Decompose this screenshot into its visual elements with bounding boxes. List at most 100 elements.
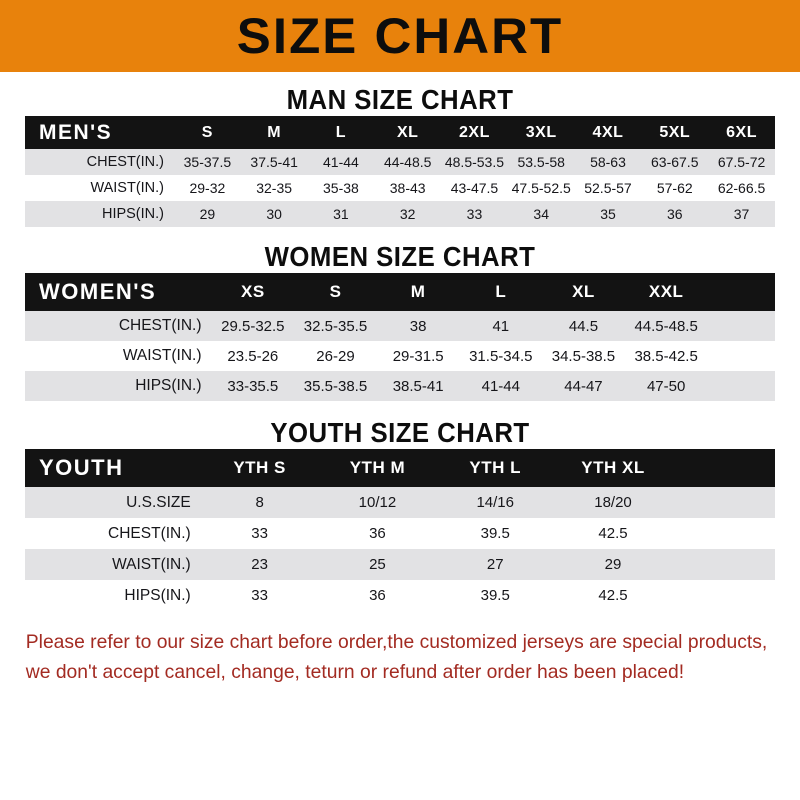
man-size-table: MEN'S S M L XL 2XL 3XL 4XL 5XL 6XL CHEST… <box>25 116 775 227</box>
page-title: SIZE CHART <box>236 8 564 64</box>
man-hips-3: 32 <box>399 206 416 222</box>
youth-waist-0: 23 <box>251 556 268 573</box>
man-waist-1: 32-35 <box>256 180 293 196</box>
man-hips-0: 29 <box>199 206 216 222</box>
women-hips-0: 33-35.5 <box>227 377 279 395</box>
women-hips-spacer <box>708 371 776 401</box>
man-hips-8: 37 <box>733 206 750 222</box>
youth-ussize-0: 8 <box>255 494 264 511</box>
women-size-table: WOMEN'S XS S M L XL XXL CHEST(IN.) 29.5-… <box>25 273 775 401</box>
women-waist-3: 31.5-34.5 <box>469 347 533 365</box>
youth-waist-1: 25 <box>369 556 386 573</box>
man-chest-0: 35-37.5 <box>183 154 232 170</box>
man-table-row-hips: HIPS(IN.) 29 30 31 32 33 34 35 36 37 <box>25 201 775 227</box>
man-header-size-0: S <box>201 123 213 141</box>
man-waist-0: 29-32 <box>189 180 226 196</box>
order-policy-note-line-2: we don't accept cancel, change, teturn o… <box>25 661 685 684</box>
women-chest-5: 44.5-48.5 <box>634 317 698 335</box>
women-waist-1: 26-29 <box>316 347 355 365</box>
order-policy-note-line-1: Please refer to our size chart before or… <box>25 631 768 653</box>
youth-section-title: YOUTH SIZE CHART <box>270 417 530 448</box>
women-table-row-hips: HIPS(IN.) 33-35.5 35.5-38.5 38.5-41 41-4… <box>25 371 775 401</box>
youth-ussize-1: 10/12 <box>358 494 397 511</box>
women-header-size-5: XXL <box>648 282 684 301</box>
youth-ussize-2: 14/16 <box>476 494 514 511</box>
women-header-size-2: M <box>410 282 426 301</box>
youth-table-row-chest: CHEST(IN.) 33 36 39.5 42.5 <box>25 518 775 549</box>
women-hips-5: 47-50 <box>646 377 686 395</box>
women-waist-spacer <box>708 341 776 371</box>
youth-row-label-hips: HIPS(IN.) <box>124 586 191 604</box>
man-waist-5: 47.5-52.5 <box>511 180 571 196</box>
youth-chest-1: 36 <box>369 525 386 542</box>
man-row-label-hips: HIPS(IN.) <box>101 206 164 222</box>
women-table-row-chest: CHEST(IN.) 29.5-32.5 32.5-35.5 38 41 44.… <box>25 311 775 341</box>
order-policy-note: Please refer to our size chart before or… <box>26 627 774 687</box>
man-waist-3: 38-43 <box>389 180 426 196</box>
women-hips-4: 44-47 <box>564 377 603 395</box>
women-row-label-chest: CHEST(IN.) <box>118 317 202 334</box>
women-waist-2: 29-31.5 <box>392 347 444 365</box>
man-header-label: MEN'S <box>39 120 113 144</box>
man-chest-1: 37.5-41 <box>250 154 298 170</box>
women-chest-3: 41 <box>492 317 510 335</box>
man-waist-4: 43-47.5 <box>450 180 499 196</box>
women-chest-1: 32.5-35.5 <box>303 317 368 335</box>
youth-chest-3: 42.5 <box>598 525 628 542</box>
women-header-spacer <box>708 273 776 311</box>
youth-ussize-spacer <box>672 487 775 518</box>
youth-chart-wrapper: YOUTH YTH S YTH M YTH L YTH XL U.S.SIZE … <box>25 449 775 611</box>
women-row-label-hips: HIPS(IN.) <box>135 377 202 394</box>
women-header-size-3: L <box>495 282 507 301</box>
youth-hips-0: 33 <box>251 587 268 604</box>
man-chest-7: 63-67.5 <box>651 154 699 170</box>
women-table-header-row: WOMEN'S XS S M L XL XXL <box>25 273 775 311</box>
man-header-size-7: 5XL <box>659 123 691 141</box>
man-section-title: MAN SIZE CHART <box>286 84 514 115</box>
women-hips-3: 41-44 <box>481 377 520 395</box>
man-hips-2: 31 <box>333 206 349 222</box>
women-waist-4: 34.5-38.5 <box>551 347 616 365</box>
youth-header-size-2: YTH L <box>469 458 522 477</box>
man-table-header-row: MEN'S S M L XL 2XL 3XL 4XL 5XL 6XL <box>25 116 775 149</box>
man-chest-4: 48.5-53.5 <box>444 154 505 170</box>
youth-hips-1: 36 <box>369 587 386 604</box>
man-waist-8: 62-66.5 <box>717 180 766 196</box>
youth-row-label-chest: CHEST(IN.) <box>108 524 191 542</box>
man-chest-2: 41-44 <box>323 154 359 170</box>
women-row-label-waist: WAIST(IN.) <box>122 347 202 364</box>
women-hips-2: 38.5-41 <box>392 377 444 395</box>
youth-table-row-waist: WAIST(IN.) 23 25 27 29 <box>25 549 775 580</box>
youth-waist-3: 29 <box>604 556 622 573</box>
youth-table-body: YOUTH YTH S YTH M YTH L YTH XL U.S.SIZE … <box>25 449 775 611</box>
man-header-size-8: 6XL <box>726 123 757 141</box>
women-chart-wrapper: WOMEN'S XS S M L XL XXL CHEST(IN.) 29.5-… <box>25 273 775 401</box>
women-chest-4: 44.5 <box>568 317 599 335</box>
youth-hips-3: 42.5 <box>598 587 628 604</box>
man-hips-5: 34 <box>533 206 549 222</box>
man-table-row-chest: CHEST(IN.) 35-37.5 37.5-41 41-44 44-48.5… <box>25 149 775 175</box>
youth-hips-spacer <box>672 580 775 611</box>
women-chest-2: 38 <box>409 317 427 335</box>
youth-header-spacer <box>672 449 775 487</box>
youth-table-header-row: YOUTH YTH S YTH M YTH L YTH XL <box>25 449 775 487</box>
women-header-size-4: XL <box>572 282 595 301</box>
women-header-size-1: S <box>329 282 342 301</box>
youth-waist-spacer <box>672 549 775 580</box>
man-header-size-2: L <box>335 123 347 141</box>
man-header-size-6: 4XL <box>592 123 624 141</box>
man-chart-wrapper: MEN'S S M L XL 2XL 3XL 4XL 5XL 6XL CHEST… <box>25 116 775 227</box>
youth-header-label: YOUTH <box>39 455 124 480</box>
women-waist-5: 38.5-42.5 <box>634 347 698 365</box>
youth-ussize-3: 18/20 <box>594 494 632 511</box>
man-hips-7: 36 <box>666 206 683 222</box>
page-banner: SIZE CHART <box>0 0 800 72</box>
man-header-size-5: 3XL <box>525 123 557 141</box>
women-chest-spacer <box>708 311 776 341</box>
man-hips-6: 35 <box>600 206 616 222</box>
man-chest-8: 67.5-72 <box>717 154 766 170</box>
man-header-size-4: 2XL <box>459 123 490 141</box>
youth-table-row-hips: HIPS(IN.) 33 36 39.5 42.5 <box>25 580 775 611</box>
women-header-size-0: XS <box>240 282 265 301</box>
